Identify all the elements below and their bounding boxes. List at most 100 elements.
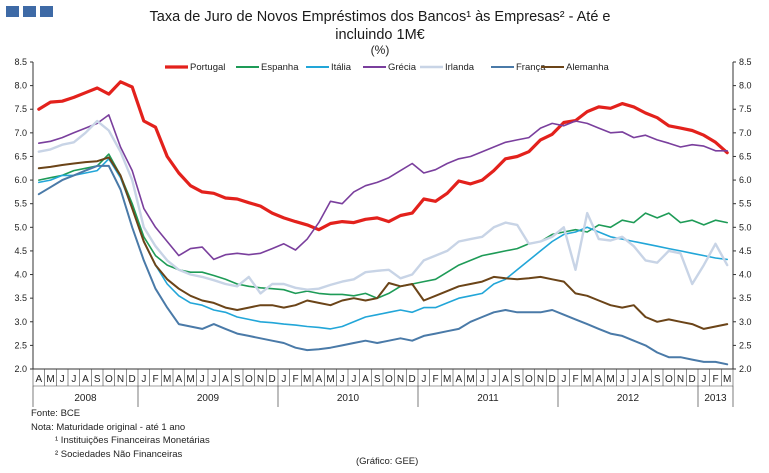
x-month-label: A: [35, 374, 42, 385]
y-tick-label: 6.0: [14, 175, 27, 185]
chart-credit: (Gráfico: GEE): [356, 456, 419, 467]
chart-notes: Fonte: BCE Nota: Maturidade original - a…: [31, 407, 210, 461]
x-month-label: M: [466, 374, 474, 385]
y-tick-label: 5.0: [14, 222, 27, 232]
x-year-label: 2008: [74, 393, 97, 404]
y-tick-label-right: 5.5: [739, 199, 752, 209]
x-month-label: A: [315, 374, 322, 385]
y-tick-label-right: 2.0: [739, 364, 752, 374]
x-month-label: M: [583, 374, 591, 385]
y-tick-label: 5.5: [14, 199, 27, 209]
gee-logo: [6, 6, 53, 17]
x-month-label: S: [654, 374, 661, 385]
legend-label-portugal: Portugal: [190, 62, 225, 73]
x-month-label: M: [46, 374, 54, 385]
y-tick-label-right: 8.0: [739, 81, 752, 91]
x-month-label: D: [129, 374, 136, 385]
x-month-label: J: [60, 374, 65, 385]
x-month-label: F: [712, 374, 718, 385]
legend-label-italia: Itália: [331, 62, 352, 73]
x-month-label: N: [117, 374, 124, 385]
series-line-italia: [37, 158, 729, 330]
y-tick-label-right: 6.0: [739, 175, 752, 185]
x-month-label: N: [257, 374, 264, 385]
x-month-label: S: [234, 374, 241, 385]
x-month-label: M: [606, 374, 614, 385]
x-year-label: 2013: [704, 393, 727, 404]
x-month-label: J: [200, 374, 205, 385]
series-line-alemanha: [37, 156, 729, 330]
x-month-label: S: [94, 374, 101, 385]
chart-series: [37, 80, 729, 366]
x-month-label: A: [455, 374, 462, 385]
x-month-label: N: [397, 374, 404, 385]
x-month-label: J: [141, 374, 146, 385]
y-tick-label-right: 4.5: [739, 246, 752, 256]
x-month-label: A: [502, 374, 509, 385]
x-month-label: A: [175, 374, 182, 385]
x-month-label: J: [701, 374, 706, 385]
x-month-label: O: [385, 374, 393, 385]
x-month-label: A: [362, 374, 369, 385]
x-month-label: J: [561, 374, 566, 385]
y-tick-label: 2.5: [14, 340, 27, 350]
x-month-label: M: [163, 374, 171, 385]
y-tick-label: 4.0: [14, 270, 27, 280]
x-month-label: F: [152, 374, 158, 385]
x-month-label: O: [245, 374, 253, 385]
y-tick-label: 6.5: [14, 151, 27, 161]
x-month-label: N: [537, 374, 544, 385]
y-tick-label: 3.5: [14, 293, 27, 303]
x-month-label: D: [689, 374, 696, 385]
legend-label-irlanda: Irlanda: [445, 62, 475, 73]
legend-label-alemanha: Alemanha: [566, 62, 609, 73]
y-tick-label: 8.5: [14, 57, 27, 67]
x-month-label: J: [491, 374, 496, 385]
series-line-franca: [37, 164, 729, 366]
x-month-label: S: [374, 374, 381, 385]
x-year-label: 2009: [197, 393, 220, 404]
y-tick-label: 7.0: [14, 128, 27, 138]
x-month-label: S: [514, 374, 521, 385]
y-tick-label-right: 2.5: [739, 340, 752, 350]
y-tick-label: 2.0: [14, 364, 27, 374]
chart-unit: (%): [370, 43, 390, 57]
source-note: Fonte: BCE: [31, 408, 81, 419]
series-line-espanha: [37, 153, 729, 300]
x-month-label: O: [525, 374, 533, 385]
chart-legend: Portugal Espanha Itália Grécia Irlanda França…: [165, 62, 609, 73]
y-tick-label-right: 8.5: [739, 57, 752, 67]
legend-label-franca: França: [516, 62, 546, 73]
y-tick-label-right: 7.5: [739, 104, 752, 114]
x-month-label: O: [665, 374, 673, 385]
x-year-label: 2010: [337, 393, 360, 404]
maturity-note: Nota: Maturidade original - até 1 ano: [31, 421, 186, 433]
x-month-label: M: [186, 374, 194, 385]
x-month-label: D: [269, 374, 276, 385]
x-month-label: F: [572, 374, 578, 385]
x-month-label: J: [631, 374, 636, 385]
x-month-label: J: [351, 374, 356, 385]
footnote-2: ² Sociedades Não Financeiras: [55, 448, 183, 460]
x-month-label: J: [620, 374, 625, 385]
y-tick-label: 8.0: [14, 81, 27, 91]
x-year-label: 2011: [477, 393, 499, 404]
x-month-label: D: [409, 374, 416, 385]
chart-title-line2: incluindo 1M€: [335, 27, 425, 43]
x-month-label: D: [549, 374, 556, 385]
x-month-label: F: [292, 374, 298, 385]
y-tick-label-right: 3.0: [739, 317, 752, 327]
x-month-label: J: [421, 374, 426, 385]
y-tick-label-right: 5.0: [739, 222, 752, 232]
x-month-label: N: [677, 374, 684, 385]
x-month-label: A: [595, 374, 602, 385]
x-year-label: 2012: [617, 393, 640, 404]
x-month-label: J: [281, 374, 286, 385]
x-month-label: J: [340, 374, 345, 385]
y-tick-label: 7.5: [14, 104, 27, 114]
x-month-label: M: [326, 374, 334, 385]
x-month-label: O: [105, 374, 113, 385]
x-month-label: J: [211, 374, 216, 385]
series-line-portugal: [37, 80, 729, 232]
